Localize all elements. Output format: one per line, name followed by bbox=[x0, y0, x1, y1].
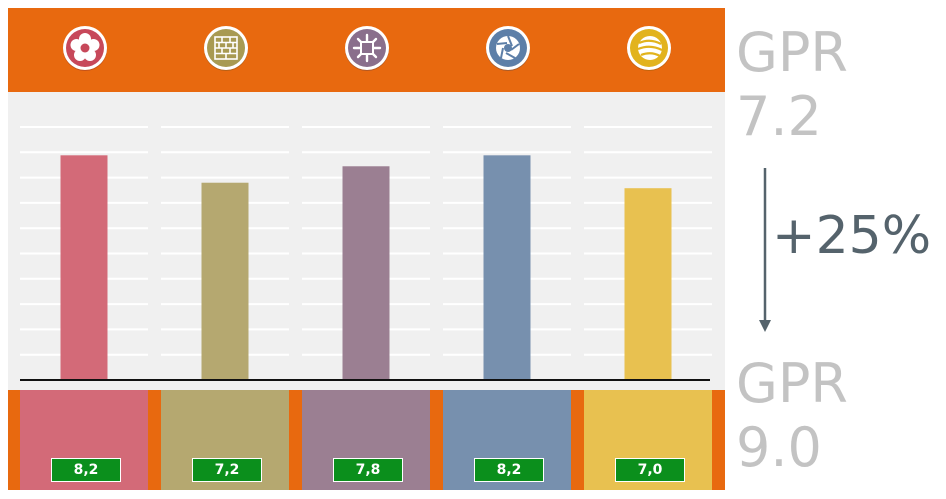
icon-header bbox=[8, 8, 725, 92]
gpr-bottom-value: 9.0 bbox=[736, 416, 822, 479]
bar bbox=[201, 182, 249, 380]
bar bbox=[60, 155, 108, 380]
chart-panel: 8,2 7,2 7,8 8,2 7,0 bbox=[8, 8, 725, 490]
bar bbox=[483, 155, 531, 380]
data-label: 7,0 bbox=[615, 458, 685, 482]
gpr-top-label: GPR bbox=[736, 21, 848, 84]
data-label: 8,2 bbox=[474, 458, 544, 482]
bar bbox=[342, 166, 390, 380]
change-label: +25% bbox=[772, 206, 932, 266]
snowflake-icon bbox=[343, 24, 391, 72]
bar bbox=[624, 188, 672, 380]
footer-block: 7,0 bbox=[584, 390, 712, 490]
gpr-top-value: 7.2 bbox=[736, 85, 822, 148]
flower-icon bbox=[61, 24, 109, 72]
value-footer: 8,2 7,2 7,8 8,2 7,0 bbox=[8, 390, 725, 490]
camera-aperture-icon bbox=[484, 24, 532, 72]
footer-block: 8,2 bbox=[443, 390, 571, 490]
data-label: 7,8 bbox=[333, 458, 403, 482]
data-label: 7,2 bbox=[192, 458, 262, 482]
footer-block: 8,2 bbox=[20, 390, 148, 490]
ball-icon bbox=[625, 24, 673, 72]
plot-area bbox=[8, 92, 725, 390]
gpr-bottom-label: GPR bbox=[736, 352, 848, 415]
bar-chart bbox=[20, 126, 712, 381]
footer-block: 7,8 bbox=[302, 390, 430, 490]
down-arrow-icon bbox=[759, 168, 771, 332]
data-label: 8,2 bbox=[51, 458, 121, 482]
brick-wall-icon bbox=[202, 24, 250, 72]
footer-block: 7,2 bbox=[161, 390, 289, 490]
